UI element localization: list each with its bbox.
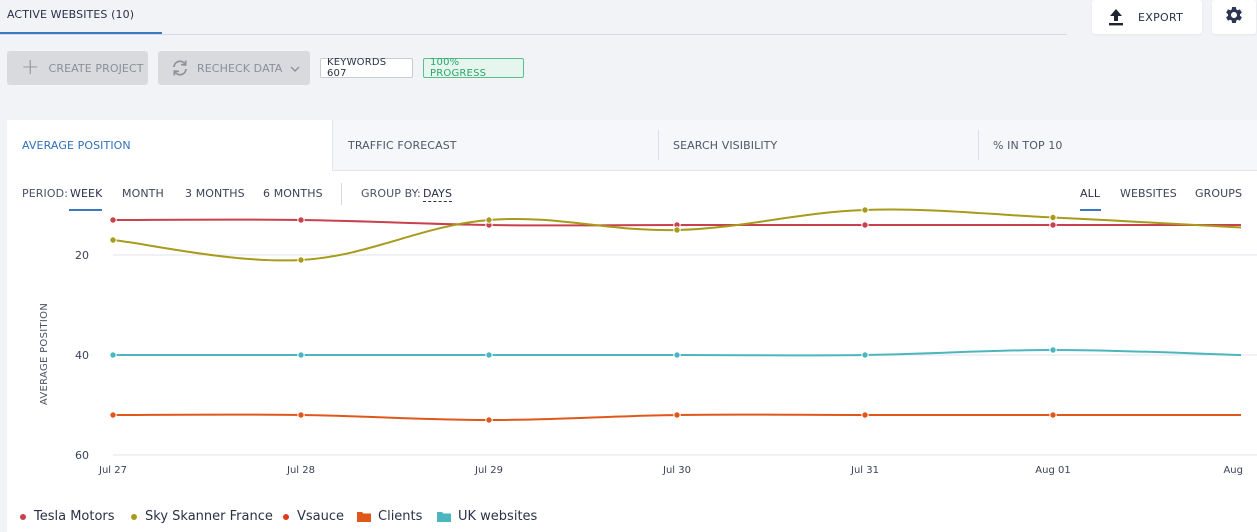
folder-icon: [357, 511, 371, 522]
data-point-clients[interactable]: [861, 411, 869, 419]
data-point-skyskanner[interactable]: [673, 226, 681, 234]
folder-icon: [437, 511, 451, 522]
export-label: EXPORT: [1138, 10, 1184, 24]
data-point-uk[interactable]: [109, 351, 117, 359]
series-points: [109, 206, 1057, 424]
view-selected-underline: [1080, 209, 1101, 211]
plus-icon: +: [21, 55, 40, 80]
view-all[interactable]: ALL: [1080, 187, 1101, 200]
data-point-tesla[interactable]: [109, 216, 117, 224]
x-tick-label: Jul 28: [286, 465, 315, 476]
filter-divider: [341, 183, 342, 205]
tab-traffic-forecast[interactable]: TRAFFIC FORECAST: [333, 120, 658, 171]
period-selected-underline: [69, 209, 102, 211]
series-line-skyskanner: [112, 208, 1242, 262]
period-month[interactable]: MONTH: [122, 187, 164, 200]
legend-item-tesla[interactable]: Tesla Motors: [20, 509, 115, 524]
data-point-uk[interactable]: [297, 351, 305, 359]
chevron-down-icon: [290, 62, 300, 75]
legend-label: Vsauce: [297, 509, 345, 524]
y-tick-label: 40: [75, 349, 89, 362]
data-point-skyskanner[interactable]: [109, 236, 117, 244]
legend-item-vsauce[interactable]: Vsauce: [283, 509, 344, 524]
tab-percent-in-top-10[interactable]: % IN TOP 10: [978, 120, 1257, 171]
y-tick-label: 60: [75, 449, 89, 462]
data-point-uk[interactable]: [861, 351, 869, 359]
data-point-clients[interactable]: [297, 411, 305, 419]
tab-divider: [978, 130, 979, 160]
period-week[interactable]: WEEK: [70, 187, 103, 200]
group-by-days-dropdown[interactable]: DAYS: [423, 187, 453, 202]
period-label: PERIOD:: [22, 187, 69, 200]
legend-label: Sky Skanner France: [145, 509, 273, 524]
keywords-badge: KEYWORDS 607: [320, 57, 413, 79]
active-tab-underline: [0, 32, 162, 34]
export-button[interactable]: EXPORT: [1092, 0, 1202, 34]
tab-average-position[interactable]: AVERAGE POSITION: [7, 120, 333, 171]
x-tick-label: Jul 31: [850, 465, 879, 476]
chart-panel: AVERAGE POSITION TRAFFIC FORECAST SEARCH…: [7, 120, 1257, 532]
tab-search-visibility[interactable]: SEARCH VISIBILITY: [658, 120, 978, 171]
x-tick-label: Jul 27: [98, 465, 127, 476]
legend-dot-icon: [131, 513, 137, 520]
legend-dot-icon: [20, 513, 26, 520]
x-tick-label: Jul 30: [662, 465, 691, 476]
period-3-months[interactable]: 3 MONTHS: [185, 187, 245, 200]
refresh-icon: [170, 58, 190, 78]
upload-icon: [1108, 8, 1124, 26]
legend-item-clients[interactable]: Clients: [357, 509, 422, 524]
x-tick-label: Jul 29: [474, 465, 503, 476]
active-websites-tab-bar: ACTIVE WEBSITES (10): [0, 0, 1067, 35]
tab-label: TRAFFIC FORECAST: [348, 138, 457, 152]
legend-label: UK websites: [458, 509, 538, 524]
legend-label: Clients: [378, 509, 423, 524]
create-project-button[interactable]: + CREATE PROJECT: [7, 51, 148, 85]
chart-filters: PERIOD: WEEK MONTH 3 MONTHS 6 MONTHS GRO…: [7, 180, 1257, 214]
x-tick-label: Aug: [1223, 465, 1243, 476]
view-groups[interactable]: GROUPS: [1195, 187, 1243, 200]
tab-label: % IN TOP 10: [993, 138, 1063, 152]
recheck-data-label: RECHECK DATA: [197, 61, 283, 75]
tab-divider: [658, 130, 659, 160]
data-point-tesla[interactable]: [1049, 221, 1057, 229]
tab-label: SEARCH VISIBILITY: [673, 138, 778, 152]
legend-label: Tesla Motors: [34, 509, 115, 524]
data-point-clients[interactable]: [485, 416, 493, 424]
progress-badge: 100% PROGRESS: [423, 57, 524, 79]
data-point-uk[interactable]: [485, 351, 493, 359]
legend-item-uk[interactable]: UK websites: [437, 509, 537, 524]
view-websites[interactable]: WEBSITES: [1120, 187, 1177, 200]
group-by-label: GROUP BY:: [361, 187, 421, 200]
data-point-skyskanner[interactable]: [1049, 213, 1057, 222]
data-point-skyskanner[interactable]: [297, 256, 305, 264]
data-point-uk[interactable]: [1049, 346, 1057, 354]
active-websites-tab[interactable]: ACTIVE WEBSITES (10): [7, 8, 135, 21]
y-tick-label: 20: [75, 249, 89, 262]
recheck-data-button[interactable]: RECHECK DATA: [158, 51, 310, 85]
data-point-clients[interactable]: [109, 411, 117, 419]
y-axis-label: AVERAGE POSITION: [39, 303, 50, 405]
data-point-clients[interactable]: [1049, 411, 1057, 419]
legend-dot-icon: [283, 513, 289, 520]
metric-tabs: AVERAGE POSITION TRAFFIC FORECAST SEARCH…: [7, 120, 1257, 171]
data-point-tesla[interactable]: [861, 221, 869, 229]
settings-button[interactable]: [1212, 0, 1256, 34]
data-point-skyskanner[interactable]: [485, 216, 493, 224]
gear-icon: [1224, 5, 1244, 29]
x-axis-ticks: Jul 27 Jul 28 Jul 29 Jul 30 Jul 31 Aug 01 Aug: [98, 465, 1243, 476]
data-point-skyskanner[interactable]: [861, 206, 869, 214]
average-position-chart: 20 40 60 Jul 27 Jul 28 Jul 29 Jul 30 Jul 31 Aug…: [39, 206, 1257, 476]
period-6-months[interactable]: 6 MONTHS: [263, 187, 323, 200]
data-point-clients[interactable]: [673, 411, 681, 419]
x-tick-label: Aug 01: [1035, 465, 1070, 476]
y-axis-ticks: 20 40 60: [75, 249, 89, 462]
data-point-tesla[interactable]: [297, 216, 305, 224]
data-point-uk[interactable]: [673, 351, 681, 359]
tab-label: AVERAGE POSITION: [22, 139, 131, 152]
legend-item-skyskanner[interactable]: Sky Skanner France: [131, 509, 273, 524]
series-lines: [112, 208, 1242, 422]
create-project-label: CREATE PROJECT: [48, 61, 144, 75]
